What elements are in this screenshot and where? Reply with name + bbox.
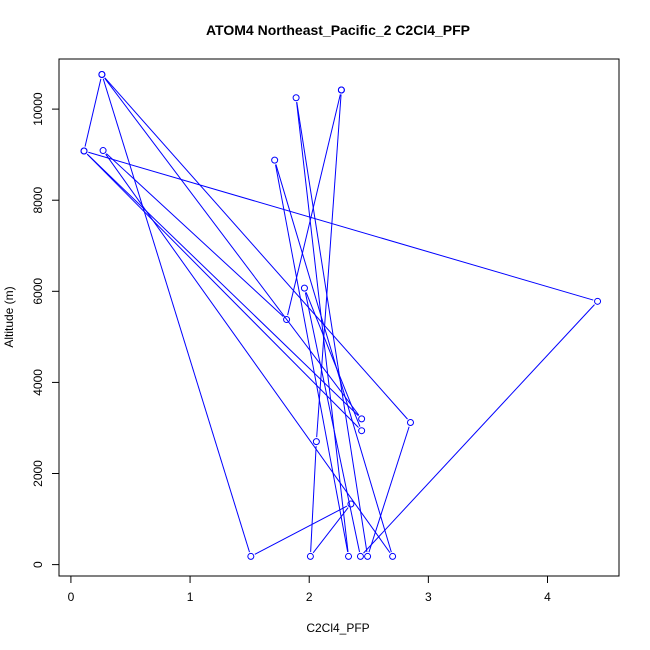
data-point — [594, 297, 602, 305]
data-point — [247, 552, 255, 560]
series-segment — [104, 77, 360, 416]
series-segment — [106, 153, 284, 317]
series-segment — [296, 102, 368, 553]
series-segment — [86, 153, 359, 417]
data-point — [358, 427, 366, 435]
data-point — [283, 316, 291, 324]
data-point — [300, 284, 308, 292]
data-point — [306, 552, 314, 560]
y-tick-label: 4000 — [31, 369, 45, 396]
x-tick-label: 2 — [306, 590, 313, 604]
series-segment — [274, 164, 349, 553]
series-segment — [363, 304, 595, 554]
series-segment — [287, 94, 341, 316]
series-segment — [312, 507, 349, 554]
series-segment — [104, 77, 408, 420]
series-segment — [84, 78, 102, 147]
y-axis-label: Altitude (m) — [2, 286, 16, 347]
data-point — [364, 552, 372, 560]
series-segment — [88, 151, 594, 301]
x-axis-label: C2Cl4_PFP — [306, 621, 369, 635]
x-tick-label: 3 — [425, 590, 432, 604]
y-tick-label: 2000 — [31, 460, 45, 487]
data-point — [389, 552, 397, 560]
data-point — [312, 438, 320, 446]
data-point — [337, 86, 345, 94]
data-point — [292, 94, 300, 102]
y-axis: 0 2000 4000 6000 8000 10000 — [31, 92, 60, 568]
data-point — [80, 147, 88, 155]
data-point — [271, 156, 279, 164]
x-tick-label: 4 — [544, 590, 551, 604]
series-segment — [305, 292, 361, 427]
series-segment — [304, 292, 361, 553]
series-segment — [368, 426, 410, 553]
data-point — [358, 415, 366, 423]
data-point — [347, 500, 355, 508]
series-segment — [86, 153, 359, 428]
x-tick-label: 1 — [187, 590, 194, 604]
data-point — [345, 552, 353, 560]
data-point — [98, 70, 106, 78]
series-lines — [84, 77, 595, 555]
plot-frame — [58, 58, 620, 577]
chart-title: ATOM4 Northeast_Pacific_2 C2Cl4_PFP — [206, 22, 470, 38]
y-tick-label: 8000 — [31, 187, 45, 214]
x-axis: 0 1 2 3 4 — [68, 575, 551, 604]
y-tick-label: 6000 — [31, 278, 45, 305]
x-tick-label: 0 — [68, 590, 75, 604]
data-point — [99, 147, 107, 155]
series-segment — [316, 94, 342, 438]
y-tick-label: 0 — [31, 561, 45, 568]
series-segment — [254, 505, 348, 555]
series-segment — [275, 164, 392, 553]
series-segment — [102, 78, 250, 553]
series-segment — [296, 102, 349, 552]
series-segment — [310, 446, 317, 552]
data-point — [356, 552, 364, 560]
y-tick-label: 10000 — [31, 92, 45, 126]
data-point — [406, 418, 414, 426]
series-points — [80, 70, 602, 560]
